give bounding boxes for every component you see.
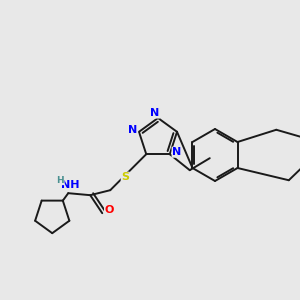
Text: N: N — [150, 108, 160, 118]
Text: NH: NH — [61, 180, 80, 190]
Text: N: N — [172, 147, 182, 157]
Text: O: O — [105, 205, 114, 215]
Text: S: S — [121, 172, 129, 182]
Text: N: N — [128, 125, 138, 135]
Text: H: H — [56, 176, 64, 185]
